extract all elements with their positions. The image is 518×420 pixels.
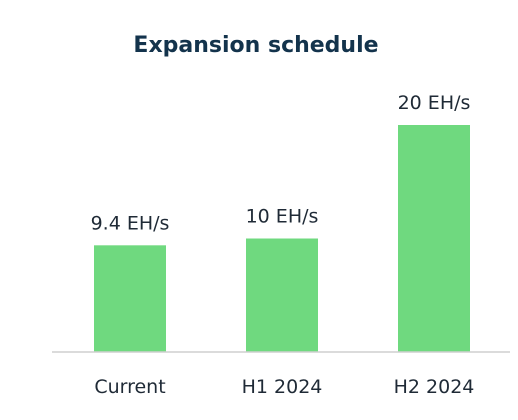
x-tick-label-3: H2 2024 (394, 376, 475, 398)
data-label-2: 10 EH/s (246, 206, 319, 228)
bar-3 (398, 125, 470, 352)
x-tick-label-2: H1 2024 (242, 376, 323, 398)
x-tick-label-1: Current (94, 376, 165, 398)
data-label-3: 20 EH/s (398, 92, 471, 114)
data-label-1: 9.4 EH/s (91, 212, 170, 234)
chart-title: Expansion schedule (133, 33, 378, 58)
bar-2 (246, 238, 318, 352)
x-tick-labels: Current H1 2024 H2 2024 (94, 376, 474, 398)
labels-layer: 9.4 EH/s 10 EH/s 20 EH/s (91, 92, 471, 234)
bars-layer (94, 125, 470, 352)
bar-1 (94, 245, 166, 352)
